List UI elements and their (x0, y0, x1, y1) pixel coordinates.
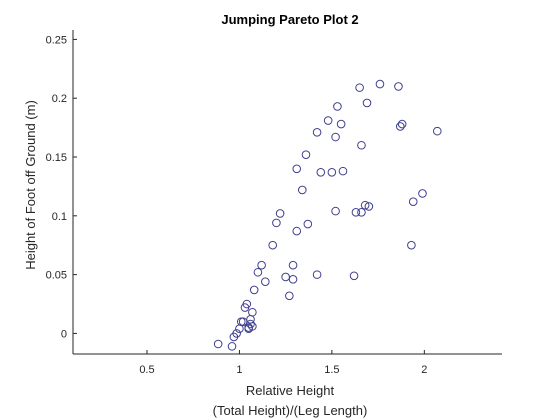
x-ticks: 0.5 1 1.5 2 (139, 350, 427, 376)
data-point (418, 189, 427, 198)
data-point (397, 119, 407, 129)
data-point (355, 83, 364, 92)
data-point (331, 206, 340, 216)
data-point (351, 207, 361, 217)
data-point (281, 272, 290, 282)
y-tick-label: 0.15 (46, 152, 67, 164)
x-tick-label: 0.5 (139, 364, 154, 376)
data-point (327, 168, 337, 177)
data-point (244, 323, 253, 332)
data-point (408, 197, 418, 207)
data-point (349, 271, 359, 281)
data-point (249, 285, 259, 295)
data-point (395, 122, 405, 131)
y-tick-label: 0.05 (46, 270, 67, 282)
x-axis-label-line-1: Relative Height (246, 383, 335, 398)
data-point (275, 209, 285, 218)
axes (72, 30, 502, 355)
x-tick-label: 1 (236, 364, 242, 376)
data-point (236, 317, 246, 326)
data-markers (213, 79, 442, 351)
data-point (242, 299, 252, 309)
data-point (316, 168, 326, 177)
data-point (303, 219, 313, 229)
data-point (257, 260, 266, 270)
data-point (292, 164, 302, 174)
data-point (285, 291, 294, 301)
data-point (331, 132, 340, 142)
x-tick-label: 2 (421, 364, 427, 376)
chart-title: Jumping Pareto Plot 2 (221, 12, 358, 27)
data-point (261, 277, 270, 286)
data-point (333, 102, 342, 111)
data-point (394, 82, 403, 91)
data-point (407, 240, 416, 250)
data-point (338, 166, 348, 176)
data-point (268, 240, 278, 250)
y-axis-label: Height of Foot off Ground (m) (23, 100, 38, 270)
data-point (364, 202, 374, 211)
data-point (232, 329, 241, 338)
data-point (238, 317, 248, 326)
data-point (227, 342, 237, 351)
data-point (301, 150, 311, 159)
data-point (312, 128, 322, 137)
data-point (288, 275, 298, 284)
data-point (292, 226, 302, 236)
data-point (362, 98, 372, 108)
y-tick-label: 0.1 (52, 211, 67, 223)
x-axis-label-line-2: (Total Height)/(Leg Length) (213, 403, 368, 418)
data-point (323, 116, 333, 125)
data-point (297, 185, 307, 195)
data-point (246, 315, 255, 324)
data-point (248, 322, 257, 331)
x-tick-label: 1.5 (324, 364, 339, 376)
data-point (272, 218, 281, 228)
data-point (357, 140, 366, 150)
data-point (432, 126, 442, 136)
data-point (312, 270, 322, 279)
data-point (213, 339, 223, 349)
data-point (248, 307, 257, 317)
data-point (357, 207, 366, 217)
data-point (336, 119, 346, 129)
y-ticks: 0 0.05 0.1 0.15 0.2 0.25 (46, 34, 77, 340)
y-tick-label: 0.2 (52, 93, 67, 105)
data-point (288, 260, 298, 270)
data-point (375, 79, 385, 89)
y-tick-label: 0 (61, 328, 67, 340)
data-point (360, 200, 370, 210)
y-tick-label: 0.25 (46, 34, 67, 46)
data-point (253, 267, 263, 277)
